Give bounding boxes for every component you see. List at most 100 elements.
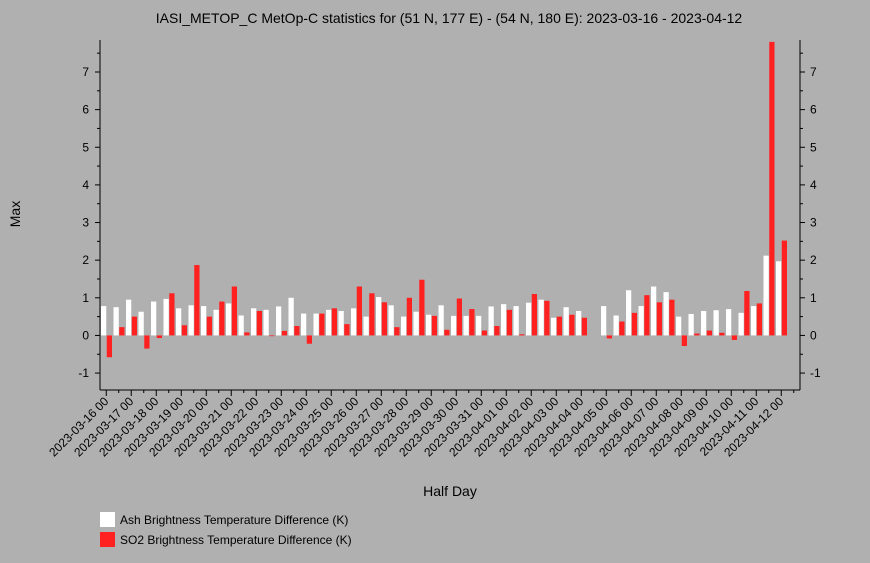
ash-bar <box>313 313 319 336</box>
ash-bar <box>388 305 394 336</box>
so2-bar <box>344 324 350 336</box>
y-tick-label-right: 3 <box>810 216 817 230</box>
so2-bar <box>431 315 437 336</box>
so2-bar <box>281 330 287 336</box>
ash-bar <box>601 306 607 336</box>
so2-bar <box>731 335 737 340</box>
y-tick-label-right: -1 <box>810 366 821 380</box>
so2-bar <box>319 313 325 336</box>
so2-bar <box>106 335 112 358</box>
ash-bar <box>251 308 257 336</box>
so2-bar <box>181 325 187 336</box>
ash-bar <box>438 305 444 336</box>
so2-bar <box>269 335 275 337</box>
y-tick-label-left: 6 <box>82 103 89 117</box>
so2-bar <box>694 333 700 336</box>
y-tick-label-right: 6 <box>810 103 817 117</box>
ash-bar <box>276 306 282 336</box>
legend-label-ash: Ash Brightness Temperature Difference (K… <box>120 512 349 527</box>
so2-bar <box>756 303 762 336</box>
ash-bar <box>688 313 694 336</box>
ash-bar <box>288 297 294 336</box>
so2-bar <box>494 326 500 336</box>
y-tick-label-left: 1 <box>82 291 89 305</box>
ash-bar <box>163 298 169 336</box>
ash-bar <box>526 302 532 336</box>
ash-bar <box>488 306 494 336</box>
so2-bar <box>644 295 650 336</box>
ash-bar <box>613 315 619 336</box>
ash-bar <box>413 311 419 336</box>
y-tick-label-right: 1 <box>810 291 817 305</box>
so2-bar <box>556 316 562 336</box>
so2-bar <box>256 310 262 336</box>
so2-bar <box>119 327 125 336</box>
so2-bar <box>394 327 400 336</box>
ash-bar <box>551 317 557 336</box>
legend-label-so2: SO2 Brightness Temperature Difference (K… <box>120 532 352 547</box>
ash-bar <box>676 316 682 336</box>
y-tick-label-right: 0 <box>810 328 817 342</box>
ash-bar <box>113 307 119 336</box>
ash-bar <box>463 315 469 336</box>
ash-bar <box>126 299 132 336</box>
ash-bar <box>376 297 382 336</box>
so2-bar <box>244 332 250 336</box>
y-tick-label-left: 3 <box>82 216 89 230</box>
ash-bar <box>763 255 769 336</box>
so2-bar <box>531 294 537 336</box>
so2-bar <box>781 240 787 336</box>
ash-bar <box>776 261 782 336</box>
ash-bar <box>301 313 307 336</box>
y-tick-label-right: 7 <box>810 65 817 79</box>
so2-bar <box>656 302 662 336</box>
y-tick-label-left: 4 <box>82 178 89 192</box>
so2-bar <box>306 335 312 344</box>
so2-bar <box>219 301 225 336</box>
ash-bar <box>701 310 707 336</box>
so2-bar <box>456 298 462 336</box>
ash-bar <box>351 308 357 336</box>
ash-bar <box>451 315 457 336</box>
ash-bar <box>713 310 719 336</box>
so2-bar <box>631 312 637 336</box>
so2-bar <box>419 279 425 336</box>
so2-bar <box>769 41 775 336</box>
so2-bar <box>544 300 550 336</box>
so2-bar <box>356 286 362 336</box>
so2-bar <box>369 293 375 336</box>
y-tick-label-right: 2 <box>810 253 817 267</box>
ash-bar <box>513 306 519 336</box>
x-axis-label: Half Day <box>423 483 477 499</box>
y-tick-label-left: -1 <box>78 366 89 380</box>
so2-bar <box>294 326 300 336</box>
ash-bar <box>138 311 144 336</box>
chart-title: IASI_METOP_C MetOp-C statistics for (51 … <box>156 10 743 26</box>
so2-bar <box>481 330 487 336</box>
so2-bar <box>194 265 200 336</box>
so2-bar <box>719 332 725 336</box>
y-tick-label-right: 5 <box>810 140 817 154</box>
y-tick-label-left: 0 <box>82 328 89 342</box>
legend-item-so2: SO2 Brightness Temperature Difference (K… <box>100 532 352 548</box>
so2-bar <box>131 316 137 336</box>
ash-bar <box>751 306 757 336</box>
so2-bar <box>169 293 175 336</box>
ash-bar <box>326 309 332 336</box>
legend-item-ash: Ash Brightness Temperature Difference (K… <box>100 512 349 528</box>
so2-bar <box>681 335 687 346</box>
ash-bar <box>726 309 732 336</box>
ash-bar <box>338 310 344 336</box>
so2-bar <box>231 286 237 336</box>
so2-bar <box>519 334 525 336</box>
so2-bar <box>156 335 162 339</box>
so2-bar <box>506 309 512 336</box>
so2-bar <box>669 299 675 336</box>
ash-bar <box>201 306 207 336</box>
ash-bar <box>401 316 407 336</box>
ash-bar <box>538 299 544 336</box>
ash-bar <box>363 316 369 336</box>
so2-bar <box>706 330 712 336</box>
so2-bar <box>444 329 450 336</box>
